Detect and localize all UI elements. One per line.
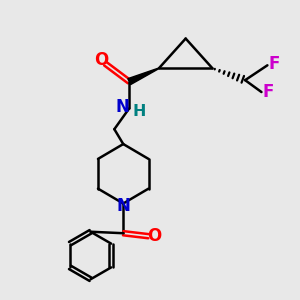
Text: F: F	[268, 55, 280, 73]
Text: O: O	[94, 51, 108, 69]
Polygon shape	[128, 68, 159, 85]
Text: N: N	[116, 98, 130, 116]
Text: N: N	[116, 197, 130, 215]
Text: H: H	[133, 104, 146, 119]
Text: F: F	[262, 83, 274, 101]
Text: O: O	[147, 227, 161, 245]
